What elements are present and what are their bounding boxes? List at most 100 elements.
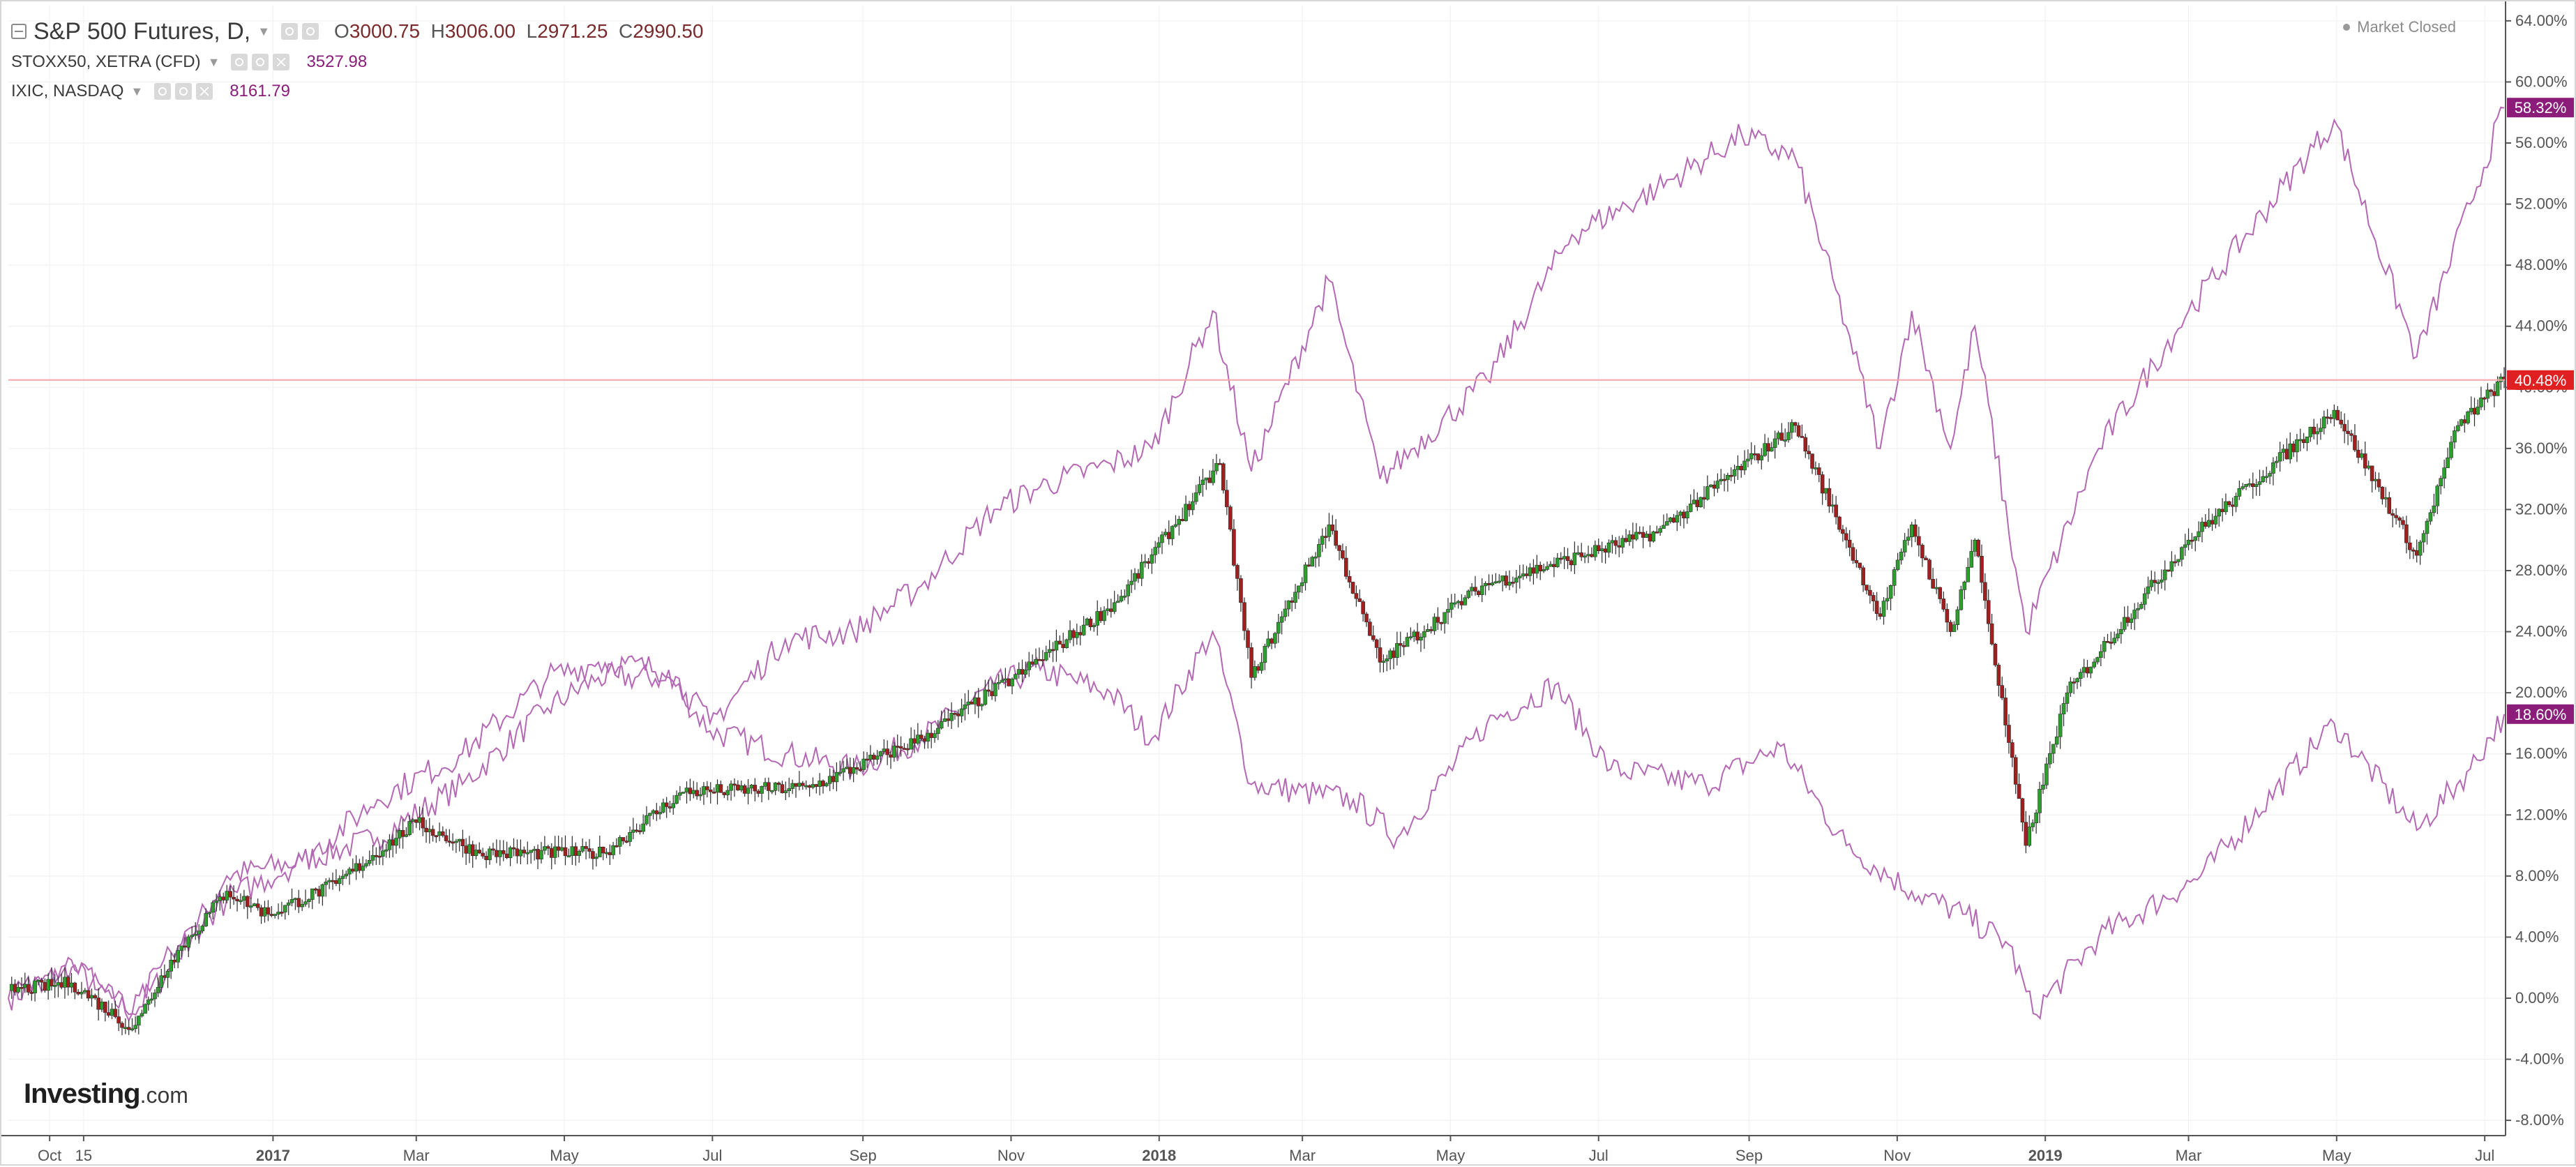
candle (207, 912, 212, 914)
compare-line-stoxx50 (8, 629, 2505, 1023)
candle (718, 784, 723, 793)
candle (96, 997, 100, 1010)
candle (2482, 398, 2487, 400)
candle (136, 1016, 141, 1025)
candle (1617, 545, 1622, 548)
candle (246, 896, 250, 908)
candle (2425, 520, 2430, 534)
x-tick-label: 2018 (1142, 1147, 1176, 1164)
candle (1010, 679, 1014, 686)
candle (1834, 504, 1838, 518)
candle (946, 718, 951, 721)
candle (2315, 431, 2319, 435)
close-value: 2990.50 (633, 20, 704, 42)
x-tick-label: Jul (1589, 1147, 1609, 1164)
legend-row-main[interactable]: S&P 500 Futures, D, ▼ O3000.75 H3006.00 … (11, 15, 703, 47)
candle-series (9, 367, 2506, 1036)
candle (2010, 742, 2014, 758)
candle (2003, 698, 2008, 725)
candle (1668, 518, 1673, 522)
candle (1983, 582, 1987, 601)
candle (1766, 443, 1770, 452)
candle (1692, 499, 1696, 504)
candle (411, 819, 415, 822)
candle (1177, 518, 1182, 525)
candle (868, 755, 873, 760)
candle (1931, 579, 1935, 589)
candle (1827, 488, 1832, 506)
close-icon[interactable] (196, 83, 213, 100)
x-tick-label: Jul (2475, 1147, 2494, 1164)
settings-icon[interactable] (175, 83, 193, 100)
candle (2051, 744, 2056, 754)
close-icon[interactable] (273, 54, 290, 70)
candle (966, 701, 971, 705)
candle (684, 788, 689, 792)
candle (351, 868, 355, 872)
candle (1969, 551, 1974, 568)
legend-row-ixic[interactable]: IXIC, NASDAQ ▼ 8161.79 (11, 77, 703, 106)
x-tick-label: May (2322, 1147, 2351, 1164)
candle (2360, 453, 2364, 458)
candle (414, 819, 419, 823)
candle (2041, 784, 2045, 790)
price-badges: 58.32% 40.48% 18.60% (2507, 98, 2574, 724)
candle (763, 782, 767, 787)
low-value: 2971.25 (537, 20, 608, 42)
legend-row-stoxx50[interactable]: STOXX50, XETRA (CFD) ▼ 3527.98 (11, 47, 703, 77)
candle (647, 813, 652, 816)
candle (976, 697, 981, 707)
candle (1099, 611, 1103, 622)
candle (1354, 593, 1359, 599)
candle (2418, 541, 2423, 556)
candle (2173, 561, 2177, 564)
candle (1115, 601, 1120, 603)
candle (176, 950, 181, 963)
candle (1300, 582, 1304, 587)
candle (204, 913, 209, 926)
candle (651, 810, 656, 814)
candle (1899, 552, 1904, 561)
candle (1187, 504, 1191, 511)
candle (2349, 433, 2353, 436)
eye-icon[interactable] (231, 54, 248, 70)
candle (1388, 650, 1392, 659)
settings-icon[interactable] (302, 23, 319, 40)
candle (739, 785, 744, 790)
collapse-icon[interactable] (11, 24, 27, 39)
candle (1490, 582, 1495, 585)
candle (248, 905, 253, 908)
overlay-symbol: IXIC, NASDAQ (11, 82, 124, 100)
candle (831, 776, 836, 783)
dropdown-caret-icon[interactable]: ▼ (257, 24, 271, 38)
candle (905, 748, 910, 751)
candle (26, 984, 31, 993)
candle (1306, 564, 1311, 567)
candle (2356, 449, 2360, 458)
candle (912, 738, 917, 744)
candle (1610, 540, 1615, 543)
candle (504, 853, 509, 859)
eye-icon[interactable] (281, 23, 299, 40)
candle (1078, 632, 1083, 635)
candle (1583, 555, 1587, 558)
candle (1976, 539, 1980, 557)
candle (854, 767, 859, 770)
candle (1408, 636, 1413, 638)
candle (1986, 600, 1991, 624)
candle (522, 850, 527, 854)
candle (1030, 661, 1034, 665)
status-dot-icon (2343, 24, 2351, 31)
dropdown-caret-icon[interactable]: ▼ (130, 84, 144, 98)
settings-icon[interactable] (252, 54, 269, 70)
candle (280, 912, 284, 914)
eye-icon[interactable] (154, 83, 172, 100)
candle (2099, 651, 2103, 658)
candle (1217, 462, 1222, 465)
candle (1483, 582, 1488, 587)
dropdown-caret-icon[interactable]: ▼ (207, 54, 220, 69)
candle (481, 852, 485, 857)
candle (749, 785, 754, 789)
candle (2142, 593, 2147, 605)
